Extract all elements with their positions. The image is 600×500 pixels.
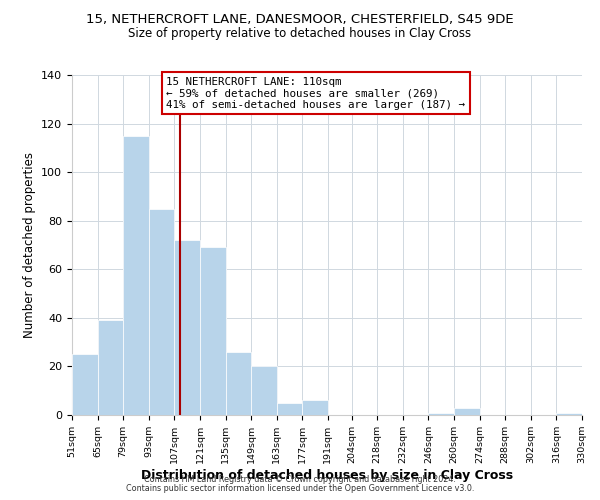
Bar [454, 408, 479, 415]
Bar [277, 403, 302, 415]
Text: 15, NETHERCROFT LANE, DANESMOOR, CHESTERFIELD, S45 9DE: 15, NETHERCROFT LANE, DANESMOOR, CHESTER… [86, 12, 514, 26]
Text: Size of property relative to detached houses in Clay Cross: Size of property relative to detached ho… [128, 28, 472, 40]
Text: Contains HM Land Registry data © Crown copyright and database right 2024.: Contains HM Land Registry data © Crown c… [144, 475, 456, 484]
Bar [123, 136, 149, 415]
Y-axis label: Number of detached properties: Number of detached properties [23, 152, 35, 338]
Bar [302, 400, 328, 415]
Bar [175, 240, 200, 415]
Bar [149, 208, 175, 415]
Bar [428, 412, 454, 415]
Text: 15 NETHERCROFT LANE: 110sqm
← 59% of detached houses are smaller (269)
41% of se: 15 NETHERCROFT LANE: 110sqm ← 59% of det… [166, 76, 466, 110]
Bar [251, 366, 277, 415]
Bar [200, 248, 226, 415]
Bar [556, 412, 582, 415]
Bar [98, 320, 123, 415]
Bar [72, 354, 98, 415]
Bar [226, 352, 251, 415]
Text: Contains public sector information licensed under the Open Government Licence v3: Contains public sector information licen… [126, 484, 474, 493]
X-axis label: Distribution of detached houses by size in Clay Cross: Distribution of detached houses by size … [141, 469, 513, 482]
